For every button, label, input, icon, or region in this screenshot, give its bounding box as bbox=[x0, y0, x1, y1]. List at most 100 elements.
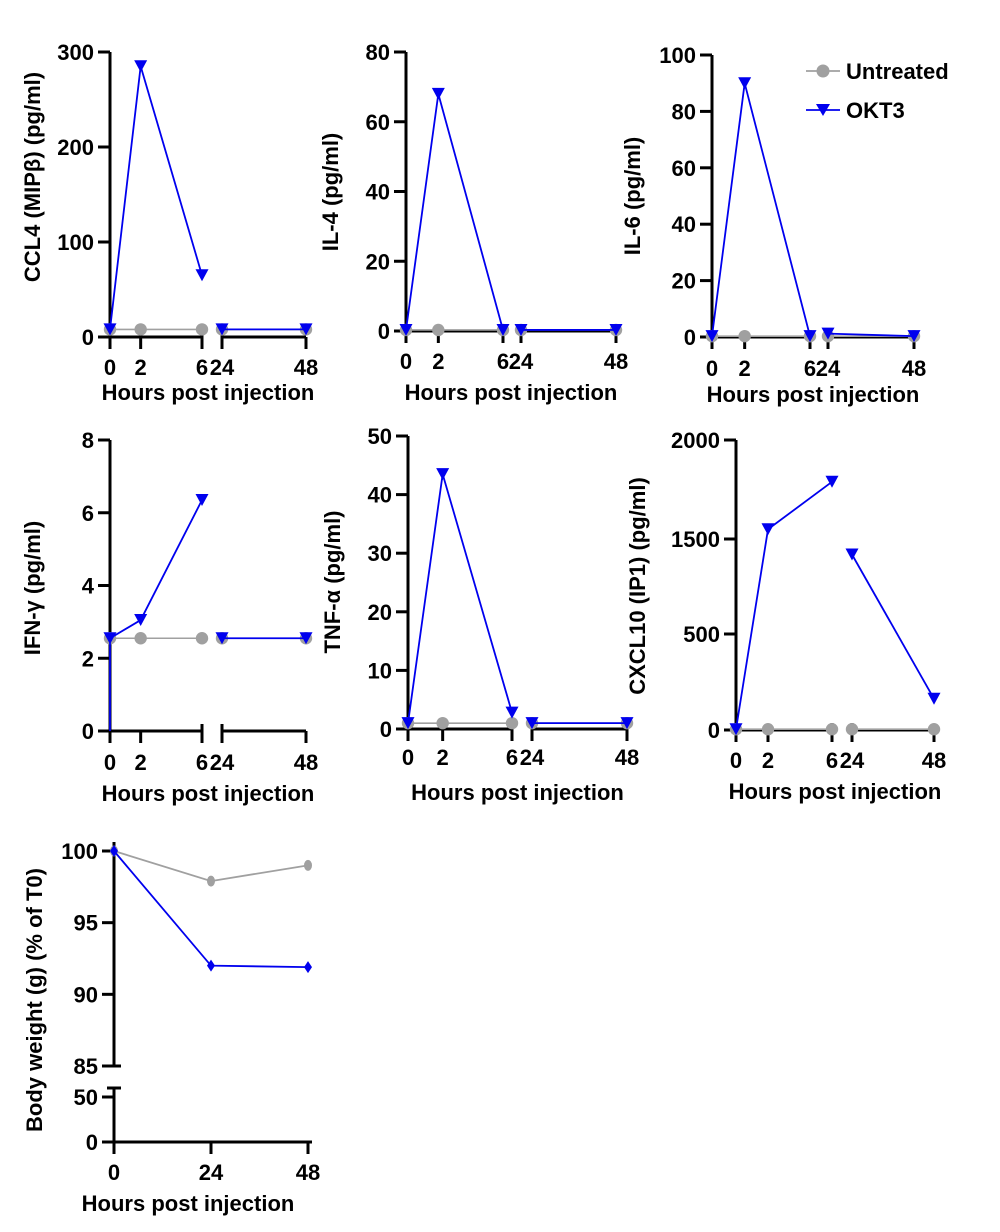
x-tick-label: 24 bbox=[210, 750, 235, 775]
y-tick-label: 50 bbox=[74, 1085, 98, 1110]
y-tick-label: 0 bbox=[708, 718, 720, 743]
legend: Untreated OKT3 bbox=[806, 59, 949, 123]
y-tick-label: 85 bbox=[74, 1054, 98, 1079]
x-tick-label: 48 bbox=[294, 750, 318, 775]
x-axis-label: Hours post injection bbox=[102, 781, 315, 806]
x-tick-label: 6 bbox=[506, 745, 518, 770]
y-tick-label: 50 bbox=[368, 424, 392, 449]
x-tick-label: 2 bbox=[135, 750, 147, 775]
x-tick-label: 6 bbox=[196, 355, 208, 380]
legend-untreated-marker bbox=[816, 64, 830, 78]
okt3-data-point bbox=[609, 323, 623, 336]
y-tick-label: 30 bbox=[368, 541, 392, 566]
y-tick-label: 0 bbox=[378, 319, 390, 344]
okt3-series-line bbox=[735, 481, 833, 730]
x-axis-label: Hours post injection bbox=[707, 382, 920, 407]
y-tick-label: 20 bbox=[368, 600, 392, 625]
y-axis-label: CCL4 (MIPβ) (pg/ml) bbox=[20, 72, 45, 282]
x-tick-label: 2 bbox=[135, 355, 147, 380]
x-tick-label: 24 bbox=[520, 745, 545, 770]
okt3-data-point bbox=[907, 330, 921, 343]
x-tick-label: 2 bbox=[762, 748, 774, 773]
x-tick-label: 24 bbox=[199, 1160, 224, 1185]
y-tick-label: 60 bbox=[672, 156, 696, 181]
y-tick-label: 500 bbox=[683, 622, 720, 647]
y-tick-label: 300 bbox=[57, 40, 94, 65]
y-axis-label: CXCL10 (IP1) (pg/ml) bbox=[625, 477, 650, 695]
okt3-data-point bbox=[845, 548, 859, 561]
x-tick-label: 6 bbox=[826, 748, 838, 773]
y-tick-label: 200 bbox=[57, 135, 94, 160]
y-tick-label: 20 bbox=[672, 269, 696, 294]
y-tick-label: 40 bbox=[672, 212, 696, 237]
y-tick-label: 6 bbox=[82, 501, 94, 526]
y-tick-label: 100 bbox=[659, 43, 696, 68]
okt3-data-point bbox=[110, 845, 118, 857]
y-axis-label: IL-6 (pg/ml) bbox=[620, 137, 645, 256]
okt3-series-line bbox=[113, 850, 309, 968]
y-tick-label: 40 bbox=[368, 483, 392, 508]
x-axis-label: Hours post injection bbox=[411, 780, 624, 805]
okt3-data-point bbox=[436, 468, 450, 481]
okt3-data-point bbox=[195, 269, 209, 282]
okt3-data-point bbox=[525, 717, 539, 730]
untreated-data-point bbox=[505, 716, 519, 730]
x-tick-label: 6 bbox=[497, 349, 509, 374]
okt3-data-point bbox=[134, 60, 148, 73]
x-tick-label: 48 bbox=[296, 1160, 320, 1185]
x-tick-label: 6 bbox=[196, 750, 208, 775]
okt3-data-point bbox=[620, 717, 634, 730]
x-tick-label: 0 bbox=[108, 1160, 120, 1185]
untreated-data-point bbox=[432, 323, 445, 337]
okt3-data-point bbox=[399, 323, 413, 336]
y-tick-label: 40 bbox=[366, 180, 390, 205]
untreated-data-point bbox=[761, 723, 775, 736]
okt3-data-point bbox=[825, 475, 839, 488]
y-tick-label: 8 bbox=[82, 428, 94, 453]
y-tick-label: 4 bbox=[82, 574, 95, 599]
y-tick-label: 0 bbox=[82, 325, 94, 350]
y-tick-label: 0 bbox=[86, 1130, 98, 1155]
okt3-series-line bbox=[407, 473, 513, 724]
y-tick-label: 2 bbox=[82, 646, 94, 671]
y-axis-label: Body weight (g) (% of T0) bbox=[22, 868, 47, 1132]
x-tick-label: 24 bbox=[816, 356, 841, 381]
x-tick-label: 24 bbox=[509, 349, 534, 374]
x-tick-label: 0 bbox=[402, 745, 414, 770]
y-tick-label: 20 bbox=[366, 249, 390, 274]
okt3-series-line bbox=[851, 554, 935, 700]
y-tick-label: 0 bbox=[380, 717, 392, 742]
okt3-data-point bbox=[215, 632, 229, 645]
y-tick-label: 0 bbox=[82, 719, 94, 744]
untreated-data-point bbox=[134, 323, 147, 336]
x-axis-label: Hours post injection bbox=[405, 380, 618, 405]
okt3-series-line bbox=[109, 65, 203, 330]
untreated-data-point bbox=[195, 632, 209, 645]
untreated-data-point bbox=[304, 859, 312, 871]
okt3-data-point bbox=[729, 723, 743, 736]
legend-untreated-label: Untreated bbox=[846, 59, 949, 84]
okt3-series-line bbox=[711, 82, 811, 337]
x-tick-label: 2 bbox=[432, 349, 444, 374]
y-axis-label: TNF-α (pg/ml) bbox=[320, 510, 345, 653]
x-tick-label: 24 bbox=[840, 748, 865, 773]
okt3-series-line bbox=[109, 499, 203, 640]
x-tick-label: 48 bbox=[922, 748, 946, 773]
x-tick-label: 0 bbox=[400, 349, 412, 374]
okt3-data-point bbox=[207, 959, 215, 972]
y-axis-label: IFN-γ (pg/ml) bbox=[20, 521, 45, 655]
untreated-data-point bbox=[207, 875, 215, 887]
okt3-data-point bbox=[299, 632, 313, 645]
okt3-series-line bbox=[405, 93, 504, 331]
okt3-data-point bbox=[103, 323, 117, 336]
x-axis-label: Hours post injection bbox=[82, 1191, 295, 1216]
y-tick-label: 95 bbox=[74, 911, 98, 936]
untreated-data-point bbox=[134, 632, 147, 645]
